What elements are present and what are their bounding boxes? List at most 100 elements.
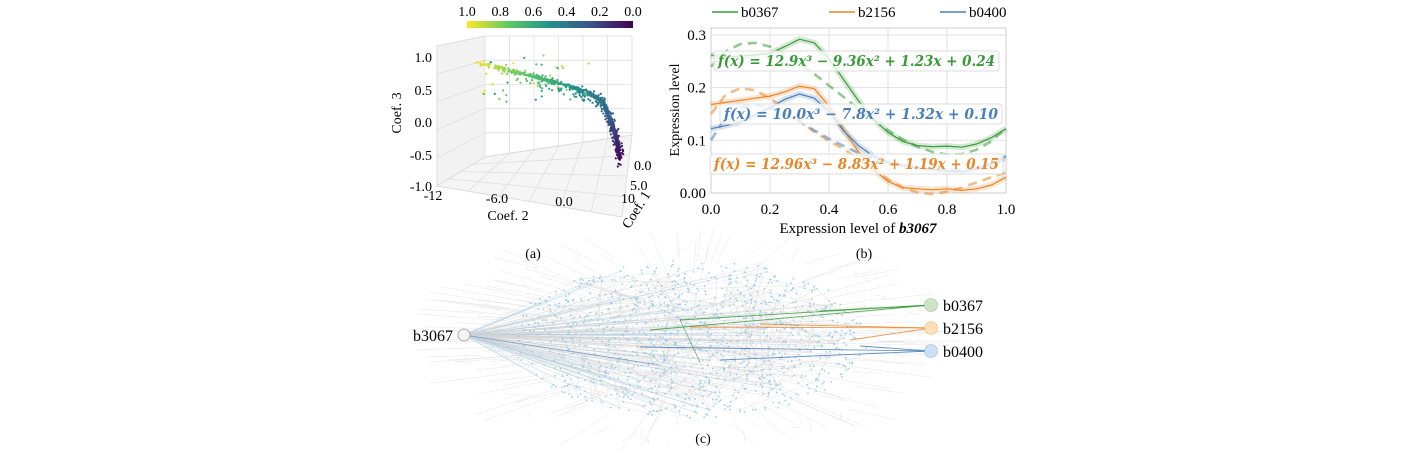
network-node xyxy=(608,377,611,380)
network-node xyxy=(673,343,676,346)
network-node xyxy=(602,328,605,330)
scatter-point xyxy=(599,101,602,104)
edge xyxy=(614,353,685,368)
scatter-point xyxy=(542,79,546,82)
network-node xyxy=(629,313,632,316)
network-node xyxy=(710,344,712,347)
node-label-b2156: b2156 xyxy=(943,321,983,338)
network-node xyxy=(810,298,813,300)
x-axis-label-prefix: Expression level of xyxy=(779,221,899,237)
equation-box-b2156 xyxy=(709,153,1004,175)
network-node xyxy=(639,301,642,304)
network-node xyxy=(633,307,635,310)
scatter-point xyxy=(544,75,547,78)
scatter-point xyxy=(588,93,592,96)
network-node xyxy=(561,386,564,388)
network-node xyxy=(829,350,831,353)
scatter-point xyxy=(609,133,613,136)
z-tick-label: 0.0 xyxy=(415,116,433,131)
network-node xyxy=(745,331,748,334)
edge xyxy=(682,326,767,350)
edge xyxy=(744,298,812,355)
network-node xyxy=(712,353,714,356)
network-node xyxy=(613,346,616,348)
network-node xyxy=(589,292,592,295)
network-node xyxy=(682,309,684,311)
network-node xyxy=(779,330,782,332)
network-node xyxy=(792,319,795,322)
scatter-point xyxy=(610,123,614,126)
edge xyxy=(832,409,837,416)
edge xyxy=(786,274,890,305)
edge xyxy=(565,385,644,407)
network-node xyxy=(685,322,688,324)
network-node xyxy=(625,326,628,328)
scatter-point xyxy=(617,145,620,149)
network-node xyxy=(572,323,575,325)
panel-a-3d-scatter: 1.0 0.8 0.6 0.4 0.2 0.0 1.00.50.0-0.5-1.0-12-… xyxy=(390,5,654,262)
edge xyxy=(741,397,778,428)
network-node xyxy=(675,333,678,335)
edge xyxy=(483,302,501,311)
edge xyxy=(904,342,915,344)
network-node xyxy=(585,357,588,360)
network-node xyxy=(735,280,737,283)
network-node xyxy=(688,372,690,375)
network-node xyxy=(538,316,540,319)
network-node xyxy=(771,354,774,356)
network-node xyxy=(847,367,850,370)
network-node xyxy=(779,383,782,385)
network-node xyxy=(580,300,583,302)
network-node xyxy=(555,385,557,388)
edge xyxy=(748,316,753,363)
edge xyxy=(661,275,730,287)
network-node xyxy=(703,285,706,288)
scatter-point xyxy=(537,84,540,87)
network-node xyxy=(754,389,757,392)
network-node xyxy=(703,416,705,419)
network-node xyxy=(852,319,855,321)
network-node xyxy=(571,396,573,398)
network-node xyxy=(650,403,652,406)
edge xyxy=(501,359,564,366)
network-node xyxy=(832,319,834,322)
edge xyxy=(823,376,890,389)
scatter-point xyxy=(606,106,609,109)
network-node xyxy=(729,371,732,374)
network-node xyxy=(581,366,584,369)
edge xyxy=(549,402,583,415)
network-node xyxy=(815,390,818,392)
network-node xyxy=(636,336,639,339)
network-node xyxy=(807,282,810,285)
edge xyxy=(682,292,771,311)
network-node xyxy=(675,366,678,368)
edge xyxy=(746,306,827,327)
scatter-point xyxy=(518,71,521,74)
edge xyxy=(608,308,625,396)
network-node xyxy=(720,312,723,315)
network-node xyxy=(729,408,731,411)
network-node xyxy=(698,388,701,391)
scatter-point xyxy=(542,54,545,57)
network-node xyxy=(649,411,652,414)
network-node xyxy=(666,384,669,386)
network-node xyxy=(631,308,634,311)
node-b0367 xyxy=(924,298,938,312)
network-node xyxy=(614,279,617,282)
network-node xyxy=(619,357,622,359)
x-tick-label: 0.2 xyxy=(761,202,780,218)
network-node xyxy=(719,399,722,402)
network-node xyxy=(715,351,718,354)
network-node xyxy=(720,265,723,268)
network-node xyxy=(825,307,827,309)
network-node xyxy=(687,342,690,345)
network-node xyxy=(779,388,782,391)
network-node xyxy=(536,334,539,336)
scatter-point xyxy=(619,146,622,149)
network-node xyxy=(580,298,582,300)
network-node xyxy=(745,325,748,328)
network-node xyxy=(650,278,652,281)
network-node xyxy=(812,313,815,316)
network-node xyxy=(686,300,688,303)
network-node xyxy=(739,353,742,356)
